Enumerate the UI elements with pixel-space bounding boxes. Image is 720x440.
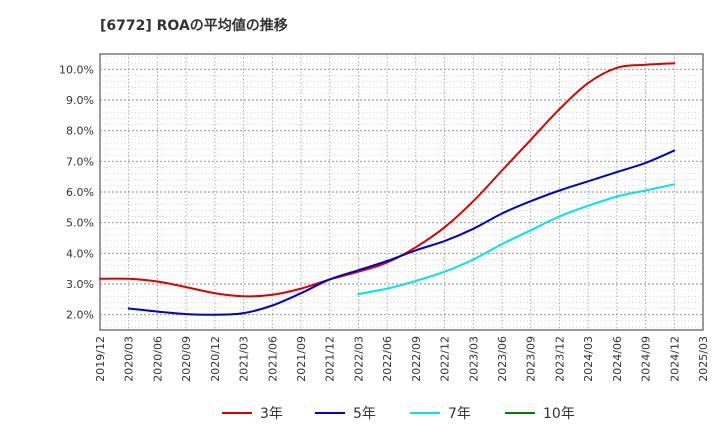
legend-label-3: 10年: [543, 406, 575, 422]
y-tick-label: 3.0%: [66, 278, 94, 291]
legend-label-0: 3年: [260, 406, 283, 422]
x-tick-label: 2021/12: [324, 336, 337, 382]
x-tick-label: 2020/03: [123, 336, 136, 382]
x-axis-ticks: 2019/12 2020/03 2020/06 2020/09 2020/12 2021/…: [94, 336, 710, 382]
y-tick-label: 8.0%: [66, 125, 94, 138]
x-tick-label: 2020/12: [209, 336, 222, 382]
x-tick-label: 2024/12: [668, 336, 681, 382]
x-tick-label: 2020/09: [180, 336, 193, 382]
legend-label-1: 5年: [353, 406, 376, 422]
x-tick-label: 2023/09: [525, 336, 538, 382]
y-tick-label: 4.0%: [66, 247, 94, 260]
y-tick-label: 2.0%: [66, 309, 94, 322]
x-tick-label: 2022/12: [439, 336, 452, 382]
x-tick-label: 2022/06: [381, 336, 394, 382]
x-tick-label: 2024/09: [640, 336, 653, 382]
y-tick-label: 5.0%: [66, 217, 94, 230]
x-tick-label: 2024/03: [582, 336, 595, 382]
x-tick-label: 2021/06: [266, 336, 279, 382]
y-tick-label: 7.0%: [66, 155, 94, 168]
x-tick-label: 2022/03: [352, 336, 365, 382]
series-lines: [99, 62, 676, 316]
x-tick-label: 2023/12: [553, 336, 566, 382]
grid: [100, 54, 703, 330]
x-tick-label: 2021/03: [238, 336, 251, 382]
x-tick-label: 2021/09: [295, 336, 308, 382]
y-tick-label: 9.0%: [66, 94, 94, 107]
y-axis-ticks: 2.0% 3.0% 4.0% 5.0% 6.0% 7.0% 8.0% 9.0% 10.0%: [59, 63, 94, 321]
x-tick-label: 2020/06: [151, 336, 164, 382]
series-line-0: [99, 62, 676, 298]
chart-title: [6772] ROAの平均値の推移: [100, 17, 288, 34]
x-tick-label: 2024/06: [611, 336, 624, 382]
series-line-2: [357, 183, 676, 296]
x-tick-label: 2023/03: [467, 336, 480, 382]
x-tick-label: 2019/12: [94, 336, 107, 382]
series-line-1: [127, 149, 676, 316]
legend-label-2: 7年: [448, 406, 471, 422]
legend: 3年 5年 7年 10年: [222, 406, 575, 422]
y-tick-label: 10.0%: [59, 63, 94, 76]
x-tick-label: 2023/06: [496, 336, 509, 382]
x-tick-label: 2022/09: [410, 336, 423, 382]
y-tick-label: 6.0%: [66, 186, 94, 199]
x-tick-label: 2025/03: [697, 336, 710, 382]
